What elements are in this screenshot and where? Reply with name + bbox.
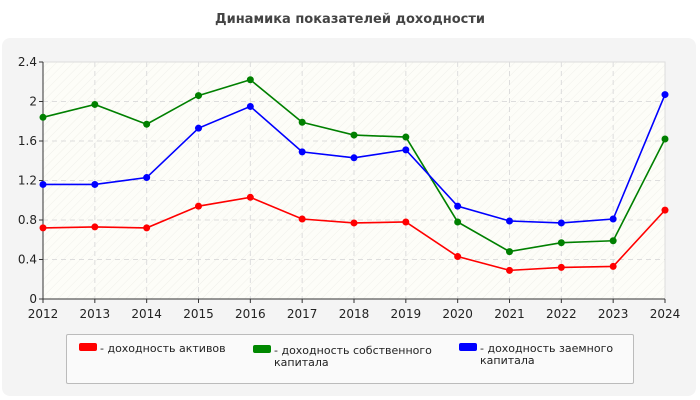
y-tick-label: 1.6 bbox=[18, 134, 37, 148]
legend-swatch bbox=[79, 343, 97, 351]
legend: - доходность активов - доходность собств… bbox=[66, 334, 634, 384]
data-point-2 bbox=[506, 217, 513, 225]
data-point-0 bbox=[609, 262, 617, 270]
data-point-2 bbox=[454, 202, 462, 210]
data-point-0 bbox=[402, 218, 410, 226]
x-tick-label: 2012 bbox=[28, 307, 59, 321]
x-tick-label: 2014 bbox=[131, 307, 162, 321]
x-tick-label: 2022 bbox=[546, 307, 577, 321]
data-point-0 bbox=[298, 215, 306, 223]
data-point-2 bbox=[402, 146, 410, 154]
data-point-1 bbox=[402, 133, 410, 141]
y-tick-label: 1.2 bbox=[18, 174, 37, 188]
data-point-0 bbox=[661, 206, 669, 214]
data-point-1 bbox=[298, 118, 306, 126]
data-point-1 bbox=[557, 239, 565, 247]
data-point-2 bbox=[298, 148, 306, 156]
y-tick-label: 2 bbox=[29, 95, 37, 109]
legend-swatch bbox=[459, 343, 477, 351]
data-point-2 bbox=[91, 180, 99, 188]
data-point-0 bbox=[506, 266, 513, 274]
data-point-2 bbox=[246, 102, 254, 110]
chart-title: Динамика показателей доходности bbox=[215, 12, 485, 27]
data-point-2 bbox=[350, 154, 358, 162]
y-tick-label: 2.4 bbox=[18, 55, 37, 69]
data-point-0 bbox=[350, 219, 358, 227]
x-tick-label: 2016 bbox=[235, 307, 266, 321]
legend-item-equity: - доходность собственного капитала bbox=[253, 345, 444, 369]
data-point-2 bbox=[39, 180, 47, 188]
legend-label: - доходность собственного капитала bbox=[274, 344, 432, 369]
data-point-1 bbox=[609, 237, 617, 245]
x-tick-label: 2015 bbox=[183, 307, 214, 321]
x-tick-label: 2021 bbox=[494, 307, 525, 321]
data-point-1 bbox=[350, 131, 358, 139]
x-tick-label: 2019 bbox=[391, 307, 422, 321]
data-point-2 bbox=[143, 174, 151, 182]
data-point-0 bbox=[557, 263, 565, 271]
x-tick-label: 2017 bbox=[287, 307, 318, 321]
data-point-0 bbox=[143, 224, 151, 232]
data-point-2 bbox=[609, 215, 617, 223]
data-point-2 bbox=[557, 219, 565, 227]
data-point-1 bbox=[39, 113, 47, 121]
legend-item-debt: - доходность заемного капитала bbox=[459, 343, 630, 367]
data-point-1 bbox=[246, 76, 254, 84]
x-tick-label: 2020 bbox=[442, 307, 473, 321]
y-tick-label: 0.8 bbox=[18, 213, 37, 227]
data-point-0 bbox=[91, 223, 99, 231]
x-tick-label: 2024 bbox=[650, 307, 681, 321]
data-point-1 bbox=[661, 135, 669, 143]
y-tick-label: 0 bbox=[29, 292, 37, 306]
data-point-1 bbox=[454, 218, 462, 226]
legend-label: - доходность активов bbox=[100, 342, 226, 355]
y-tick-label: 0.4 bbox=[18, 253, 37, 267]
x-tick-label: 2013 bbox=[80, 307, 111, 321]
data-point-0 bbox=[246, 193, 254, 201]
legend-item-assets: - доходность активов bbox=[79, 343, 226, 355]
x-tick-label: 2023 bbox=[598, 307, 629, 321]
x-tick-label: 2018 bbox=[339, 307, 370, 321]
data-point-0 bbox=[454, 253, 462, 261]
data-point-1 bbox=[91, 100, 99, 108]
legend-swatch bbox=[253, 345, 271, 353]
data-point-2 bbox=[661, 91, 669, 99]
data-point-1 bbox=[195, 92, 202, 100]
data-point-1 bbox=[506, 248, 513, 256]
data-point-1 bbox=[143, 120, 151, 128]
legend-label: - доходность заемного капитала bbox=[480, 342, 614, 367]
data-point-0 bbox=[39, 224, 47, 232]
data-point-2 bbox=[195, 124, 202, 132]
data-point-0 bbox=[195, 202, 202, 210]
